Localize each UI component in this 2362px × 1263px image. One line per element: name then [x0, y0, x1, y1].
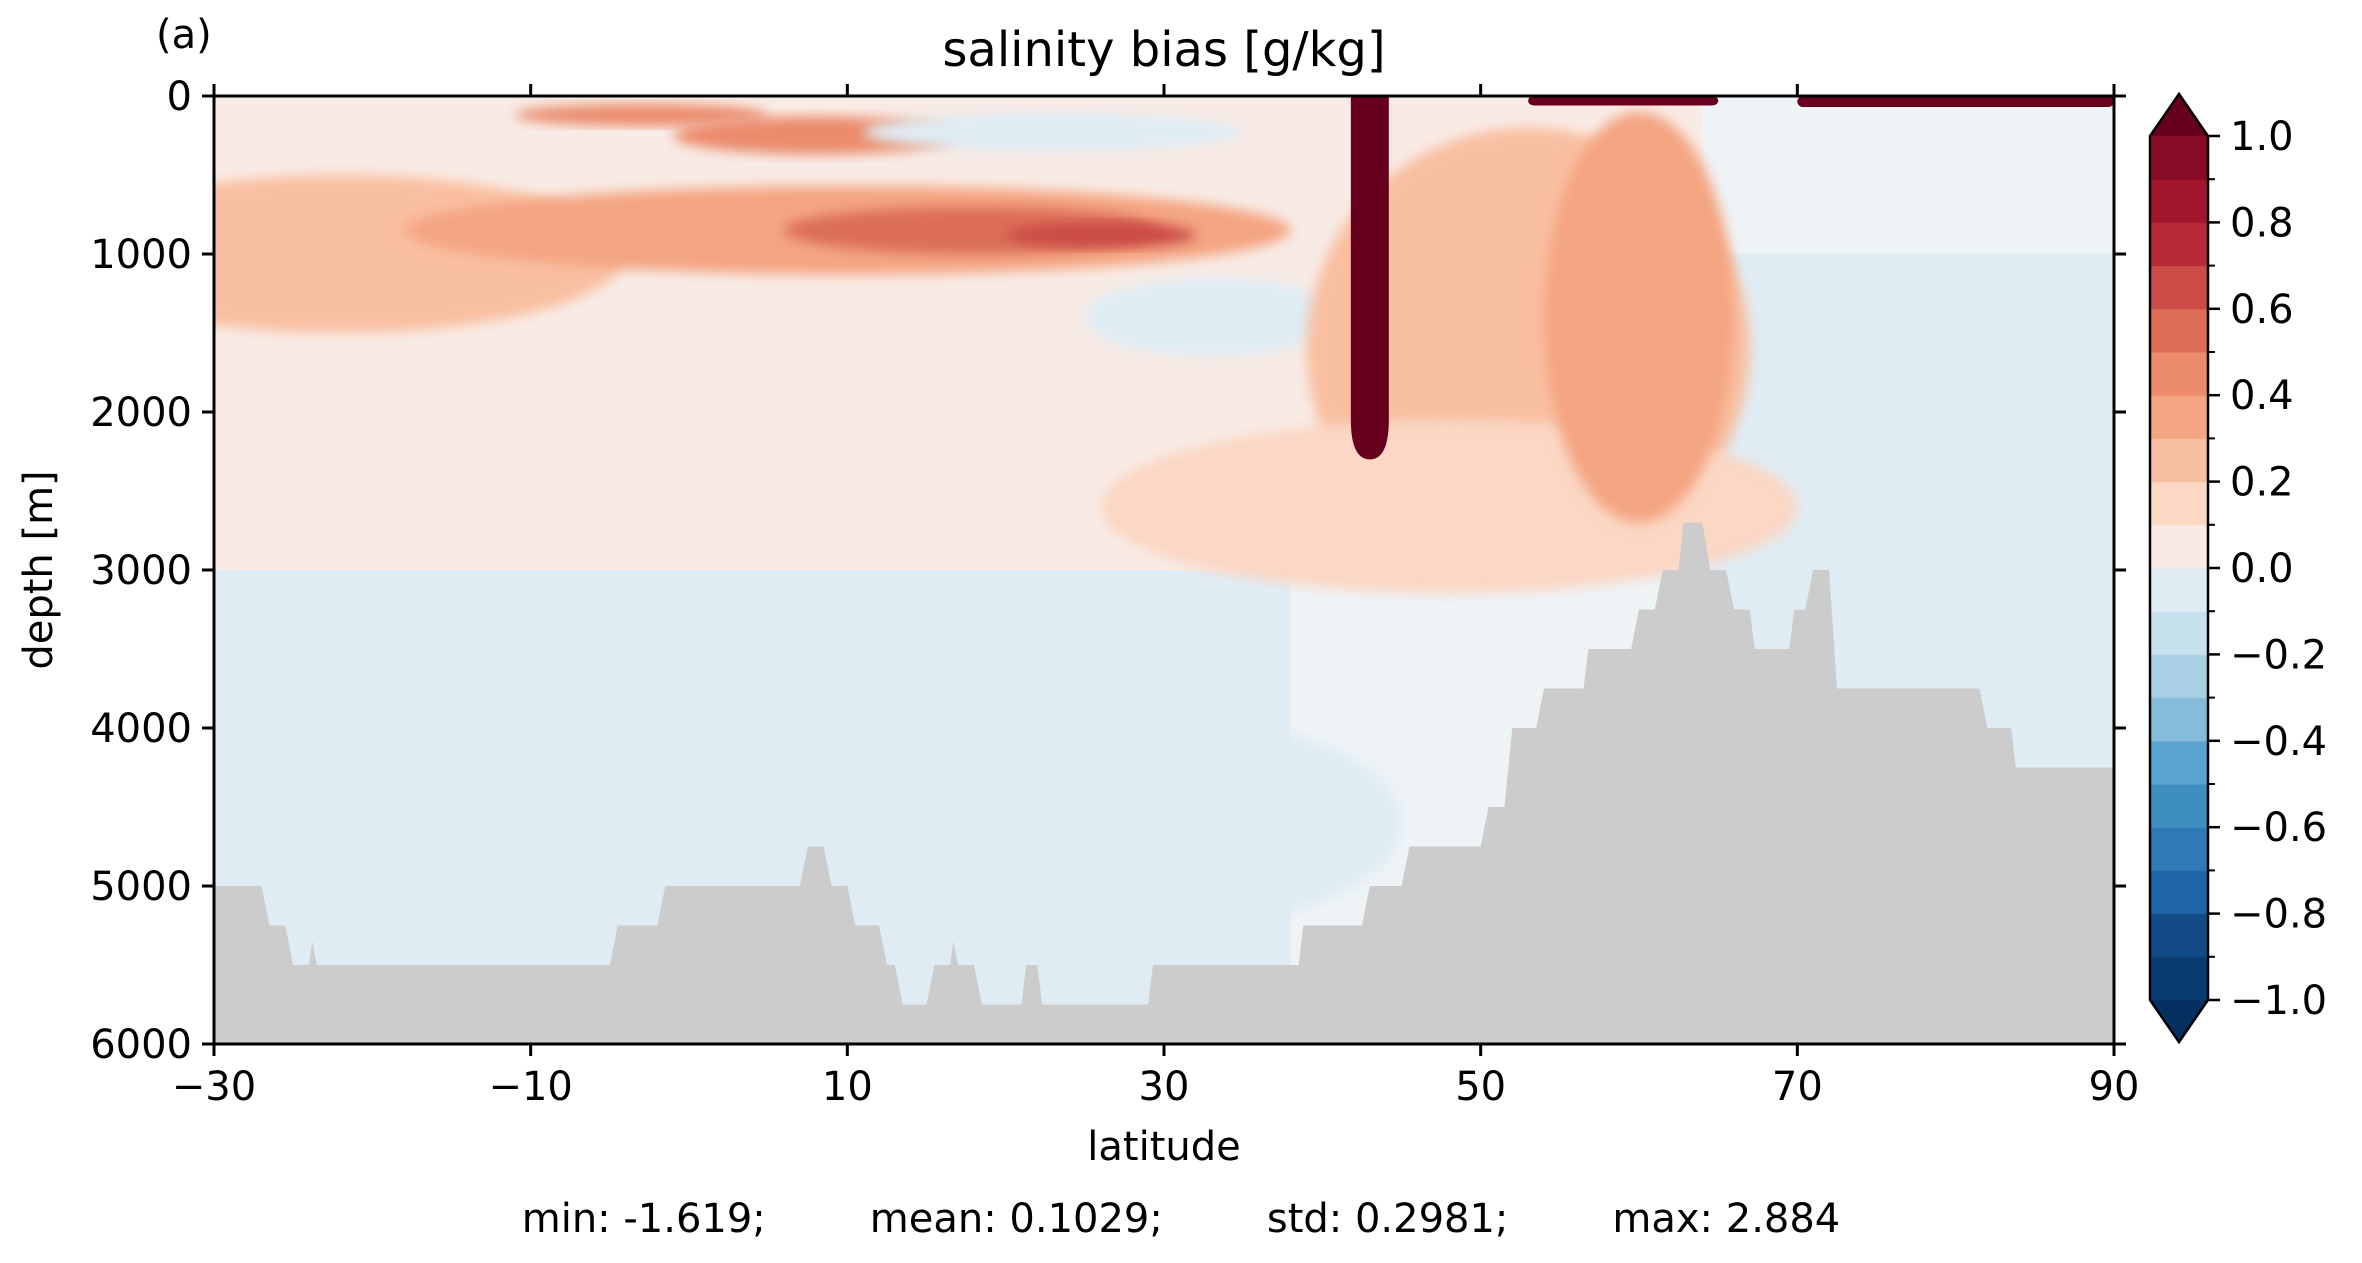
y-tick-label: 5000 [90, 864, 192, 910]
colorbar-bin [2150, 913, 2208, 958]
colorbar-bin [2150, 438, 2208, 483]
colorbar-tick-label: 0.0 [2230, 546, 2294, 592]
colorbar-bin [2150, 524, 2208, 569]
chart-title: salinity bias [g/kg] [942, 22, 1385, 78]
colorbar-extend-max [2150, 94, 2208, 136]
colorbar-tick-label: 0.4 [2230, 373, 2294, 419]
colorbar-tick-label: −0.8 [2230, 892, 2327, 938]
colorbar-tick-label: 0.2 [2230, 460, 2294, 506]
y-tick-label: 3000 [90, 548, 192, 594]
field-anomaly [1005, 222, 1196, 248]
colorbar-tick-label: −0.2 [2230, 632, 2327, 678]
colorbar-bin [2150, 352, 2208, 396]
colorbar-tick-label: 1.0 [2230, 114, 2294, 160]
stat-min: min: -1.619; [521, 1196, 766, 1242]
field-anomaly [1544, 111, 1734, 523]
plot-area [214, 96, 2114, 1044]
y-tick-label: 2000 [90, 390, 192, 436]
y-tick-label: 0 [167, 74, 192, 120]
colorbar-tick-label: −1.0 [2230, 978, 2327, 1024]
x-tick-label: 30 [1139, 1064, 1190, 1110]
stats-line: min: -1.619; mean: 0.1029; std: 0.2981; max… [0, 1196, 2362, 1242]
x-tick-label: 90 [2089, 1064, 2140, 1110]
field-anomaly [1084, 277, 1339, 357]
colorbar-bin [2150, 308, 2208, 353]
panel-label: (a) [156, 12, 212, 58]
x-axis-label: latitude [1087, 1124, 1240, 1170]
stat-mean: mean: 0.1029; [869, 1196, 1163, 1242]
x-tick-label: 10 [822, 1064, 873, 1110]
colorbar-bin [2150, 784, 2208, 828]
y-axis-label: depth [m] [16, 470, 62, 669]
y-tick-label: 4000 [90, 706, 192, 752]
colorbar-extend-min [2150, 1000, 2208, 1042]
colorbar-bin [2150, 395, 2208, 439]
colorbar-tick-label: 0.6 [2230, 287, 2294, 333]
x-tick-label: −10 [488, 1064, 572, 1110]
colorbar-bin [2150, 697, 2208, 742]
salinity-plume [1350, 96, 1389, 460]
colorbar-bin [2150, 740, 2208, 785]
colorbar-bin [2150, 611, 2208, 655]
bathymetry [214, 522, 2114, 1044]
x-tick-label: 50 [1455, 1064, 1506, 1110]
stat-std: std: 0.2981; [1266, 1196, 1509, 1242]
x-tick-label: −30 [172, 1064, 256, 1110]
colorbar-bin [2150, 179, 2208, 223]
field-anomaly [514, 103, 769, 127]
surface-anomaly [1797, 96, 2114, 108]
colorbar-bin [2150, 654, 2208, 699]
colorbar-bin [2150, 956, 2208, 1001]
y-axis: 0 1000 2000 3000 4000 5000 6000 [90, 74, 2126, 1068]
colorbar-tick-label: 0.8 [2230, 200, 2294, 246]
colorbar: 1.0 0.8 0.6 0.4 0.2 0.0 −0.2 −0.4 −0.6 −0.8 −1.0 [2148, 91, 2327, 1045]
colorbar-bin [2150, 265, 2208, 310]
x-tick-label: 70 [1772, 1064, 1823, 1110]
colorbar-tick-label: −0.6 [2230, 805, 2327, 851]
field-anomaly [863, 113, 1244, 152]
colorbar-bin [2150, 870, 2208, 915]
surface-anomaly [1528, 96, 1719, 106]
y-tick-label: 1000 [90, 232, 192, 278]
stat-max: max: 2.884 [1612, 1196, 1841, 1242]
x-axis: −30 −10 10 30 50 70 90 [172, 84, 2140, 1110]
colorbar-tick-label: −0.4 [2230, 719, 2327, 765]
colorbar-bin [2150, 568, 2208, 612]
colorbar-bin [2150, 481, 2208, 526]
colorbar-bin [2150, 827, 2208, 871]
colorbar-bin [2150, 136, 2208, 180]
field-anomaly [958, 720, 1402, 926]
y-tick-label: 6000 [90, 1022, 192, 1068]
colorbar-bin [2150, 222, 2208, 267]
